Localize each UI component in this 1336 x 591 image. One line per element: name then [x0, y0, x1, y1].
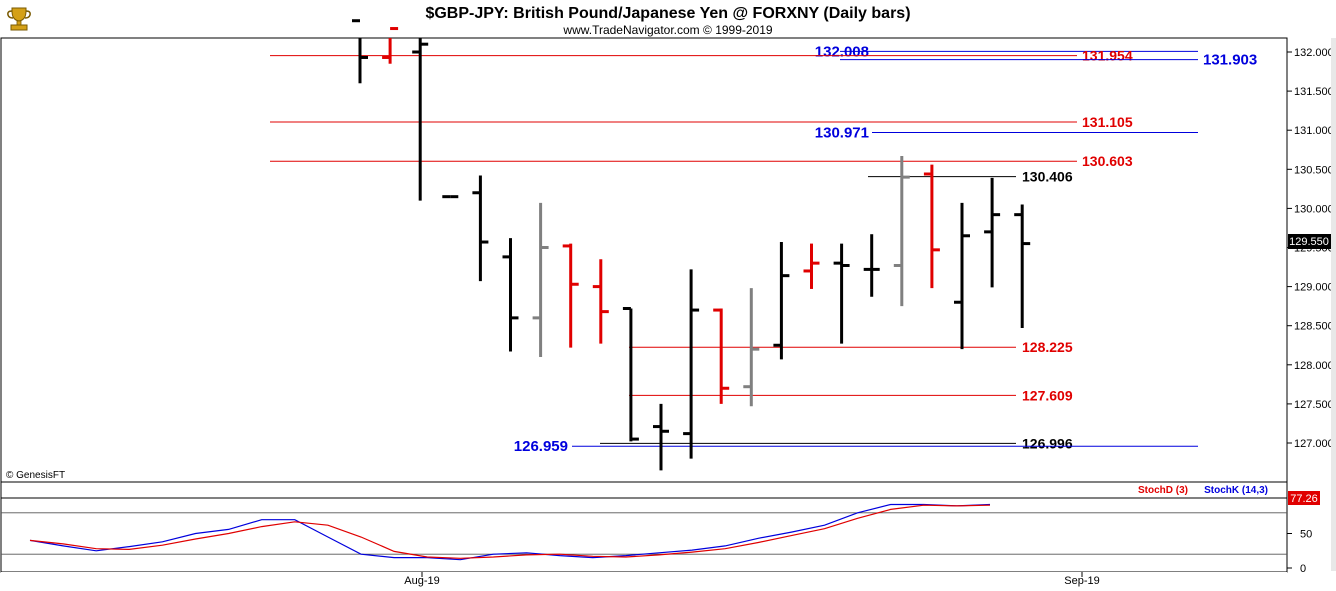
y-tick-label: 128.500: [1294, 321, 1334, 333]
series-line-stochd: [29, 504, 991, 559]
level-label: 131.903: [1203, 52, 1257, 69]
ohlc-bar: [653, 403, 669, 471]
ohlc-bar: [954, 202, 970, 350]
ohlc-bar: [472, 175, 489, 282]
ohlc-bar: [713, 308, 730, 404]
ohlc-bar: [833, 243, 850, 344]
x-label-aug: Aug-19: [404, 575, 439, 587]
price-axis: 132.000 131.500 131.000 130.500 130.000 129.5…: [1287, 47, 1334, 450]
ohlc-bar: [683, 269, 700, 459]
last-indicator-label: 77.26: [1290, 493, 1318, 505]
y-tick-label: 127.000: [1294, 438, 1334, 450]
trophy-logo-icon: [4, 4, 34, 34]
stochastic-lines: [1, 503, 1287, 561]
ohlc-bar: [803, 243, 820, 289]
time-axis: [1, 572, 1287, 591]
level-label: 127.609: [1022, 387, 1073, 403]
ohlc-bar: [1014, 204, 1031, 329]
ohlc-bar: [502, 238, 519, 352]
level-label: 128.225: [1022, 339, 1073, 355]
price-panel: [0, 37, 1288, 483]
y-tick-label: 131.000: [1294, 125, 1334, 137]
y-tick-label: 131.500: [1294, 86, 1334, 98]
level-label: 132.008: [815, 43, 869, 60]
ohlc-bar: [412, 38, 429, 201]
y-tick-label: 128.000: [1294, 360, 1334, 372]
scrollbar[interactable]: [1331, 38, 1336, 571]
ohlc-bar: [743, 288, 760, 407]
ohlc-bar: [532, 202, 549, 357]
ohlc-bar: [622, 306, 639, 442]
level-label: 130.971: [815, 124, 869, 141]
indicator-panel: [0, 497, 1288, 573]
x-label-sep: Sep-19: [1064, 575, 1099, 587]
ohlc-bar: [773, 242, 790, 360]
level-lines: 132.008 131.954 131.903 131.105 130.971 130.6…: [270, 43, 1257, 455]
legend-stochk: StochK (14,3): [1204, 485, 1268, 496]
legend-stochd: StochD (3): [1138, 485, 1188, 496]
chart-subtitle: www.TradeNavigator.com © 1999-2019: [562, 23, 772, 37]
ohlc-bar: [382, 27, 399, 64]
ohlc-bar: [592, 259, 609, 344]
indicator-tick-label: 0: [1300, 563, 1306, 575]
level-label: 126.959: [514, 438, 568, 455]
level-label: 131.105: [1082, 114, 1133, 130]
indicator-tick-label: 50: [1300, 529, 1312, 541]
ohlc-bar: [984, 177, 1001, 288]
ohlc-bar: [352, 19, 368, 84]
level-label: 130.406: [1022, 169, 1073, 185]
ohlc-bar: [893, 156, 910, 307]
y-tick-label: 129.000: [1294, 282, 1334, 294]
level-label: 131.954: [1082, 48, 1133, 64]
last-price-box: 129.550: [1288, 234, 1331, 249]
ohlc-bar: [562, 243, 579, 348]
y-tick-label: 130.500: [1294, 164, 1334, 176]
ohlc-bar: [863, 234, 880, 297]
y-tick-label: 130.000: [1294, 203, 1334, 215]
ohlc-bar: [923, 164, 940, 289]
credit-text: © GenesisFT: [6, 470, 65, 481]
indicator-axis: 50 0: [1287, 529, 1312, 575]
level-label: 126.996: [1022, 435, 1073, 451]
indicator-legend-bar: [0, 481, 1288, 499]
ohlc-bars: [352, 19, 1031, 471]
y-tick-label: 132.000: [1294, 47, 1334, 59]
y-tick-label: 127.500: [1294, 399, 1334, 411]
last-price-label: 129.550: [1289, 236, 1329, 248]
series-line-stochk: [29, 503, 991, 561]
chart-title: $GBP-JPY: British Pound/Japanese Yen @ F…: [425, 5, 910, 22]
last-indicator-box: 77.26: [1288, 491, 1320, 505]
level-label: 130.603: [1082, 153, 1133, 169]
